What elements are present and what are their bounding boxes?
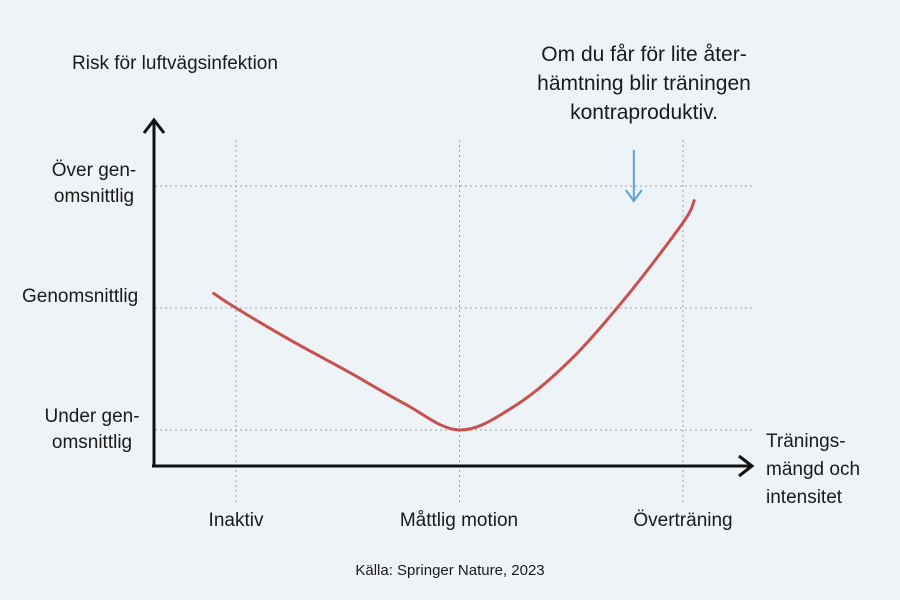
risk-curve-line	[212, 199, 696, 432]
y-axis-title: Risk för luftvägsinfektion	[72, 50, 278, 78]
annotation-arrow-head	[625, 189, 643, 203]
x-axis-arrowhead	[738, 454, 755, 478]
y-tick-label-under: Under gen- omsnittlig	[36, 404, 148, 456]
x-axis-title: Tränings- mängd och intensitet	[766, 428, 876, 512]
y-tick-label-over: Över gen- omsnittlig	[40, 158, 148, 210]
y-tick-label-average-text: Genomsnittlig	[22, 286, 139, 307]
y-axis-title-text: Risk för luftvägsinfektion	[72, 53, 278, 74]
annotation-text: Om du får för lite åter- hämtning blir t…	[537, 43, 751, 124]
x-tick-label-moderate: Måttlig motion	[399, 510, 519, 531]
source-credit: Källa: Springer Nature, 2023	[355, 562, 545, 579]
x-tick-label-overtraining: Överträning	[633, 510, 733, 531]
x-tick-label-inactive: Inaktiv	[208, 510, 264, 531]
y-tick-label-under-text: Under gen- omsnittlig	[44, 406, 140, 453]
y-tick-label-average: Genomsnittlig	[22, 284, 138, 310]
x-axis-title-text: Tränings- mängd och intensitet	[766, 431, 861, 508]
y-tick-label-over-text: Över gen- omsnittlig	[51, 160, 137, 207]
y-axis-arrowhead	[142, 117, 166, 134]
